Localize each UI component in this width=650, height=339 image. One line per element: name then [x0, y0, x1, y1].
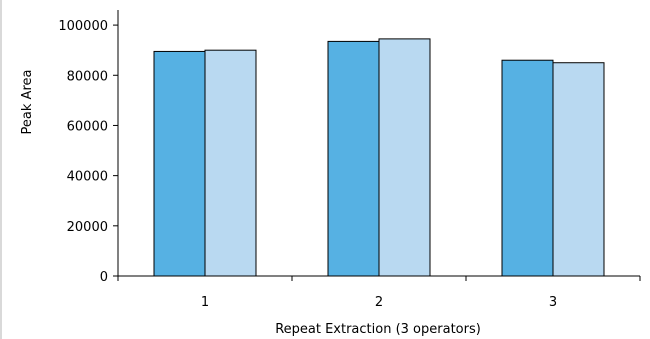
bar-series2-cat-1 — [204, 49, 257, 277]
y-tick-label-80000: 80000 — [67, 69, 108, 84]
bar-series1-cat-1 — [153, 50, 206, 277]
y-tick-label-100000: 100000 — [58, 19, 108, 34]
x-tick-label-2: 2 — [375, 295, 383, 310]
axes-group — [113, 10, 641, 281]
bars-group — [153, 38, 605, 277]
x-axis-title: Repeat Extraction (3 operators) — [275, 322, 481, 337]
y-axis-title: Peak Area — [20, 70, 35, 135]
bar-series2-cat-3 — [552, 62, 605, 277]
y-tick-label-20000: 20000 — [67, 220, 108, 235]
y-tick-label-60000: 60000 — [67, 119, 108, 134]
frame-left-edge — [0, 0, 2, 339]
bar-series1-cat-3 — [501, 59, 554, 277]
y-tick-label-40000: 40000 — [67, 170, 108, 185]
bar-series2-cat-2 — [378, 38, 431, 277]
x-tick-label-1: 1 — [201, 295, 209, 310]
labels-group: 0 20000 40000 60000 80000 100000 1 2 3 — [58, 19, 557, 310]
bar-series1-cat-2 — [327, 40, 380, 277]
x-tick-label-3: 3 — [549, 295, 557, 310]
y-tick-label-0: 0 — [100, 270, 108, 285]
